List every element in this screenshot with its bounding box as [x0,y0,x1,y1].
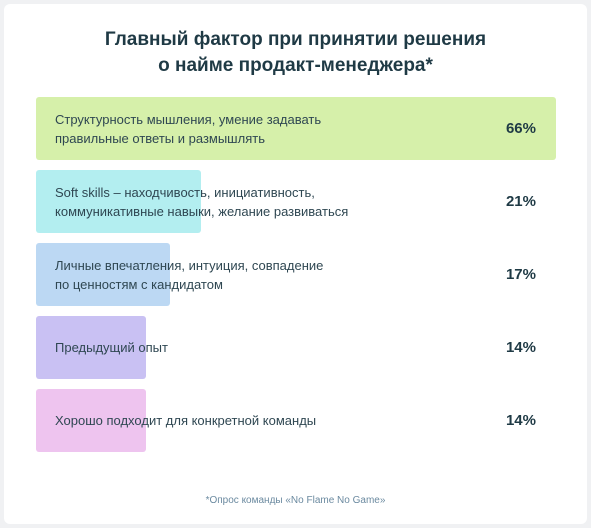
bar-label: Структурность мышления, умение задавать п… [55,97,465,160]
bar-label-line: Предыдущий опыт [55,340,168,355]
footnote: *Опрос команды «No Flame No Game» [205,495,386,506]
bar-label: Предыдущий опыт [55,316,465,379]
bar-label-line: по ценностям с кандидатом [55,276,223,292]
chart-title: Главный фактор при принятии решения о на… [0,27,591,79]
bar [36,243,170,306]
bar-label: Хорошо подходит для конкретной команды [55,389,465,452]
bar-row: Структурность мышления, умение задавать п… [36,97,556,160]
bar-value-label: 14% [505,412,536,429]
bar-value-label: 17% [505,266,536,283]
bar-row: Soft skills – находчивость, инициативнос… [36,170,556,233]
chart-title-line-1: Главный фактор при принятии решения [104,29,487,50]
chart-title-line-2: о найме продакт-менеджера* [158,55,433,76]
bar-label-line: Структурность мышления, умение задавать [55,111,322,127]
bar-label-line: коммуникативные навыки, желание развиват… [55,203,349,219]
bar-label: Личные впечатления, интуиция, совпадение… [55,243,465,306]
bar-label-line: правильные ответы и размышлять [55,130,265,146]
bar-label-line: Личные впечатления, интуиция, совпадение [55,257,324,273]
bar [36,389,146,452]
bar-label: Soft skills – находчивость, инициативнос… [55,170,465,233]
bar [36,316,146,379]
bar [36,170,201,233]
bar-value-label: 14% [505,339,536,356]
bar-value-label: 66% [505,120,536,137]
bar-label-line: Хорошо подходит для конкретной команды [55,413,317,428]
bar-value-label: 21% [505,193,536,210]
bar-row: Личные впечатления, интуиция, совпадение… [36,243,556,306]
bar [36,97,556,160]
bar-label-line: Soft skills – находчивость, инициативнос… [55,184,315,200]
bar-row: Хорошо подходит для конкретной команды 14… [36,389,556,452]
bar-row: Предыдущий опыт 14% [36,316,556,379]
